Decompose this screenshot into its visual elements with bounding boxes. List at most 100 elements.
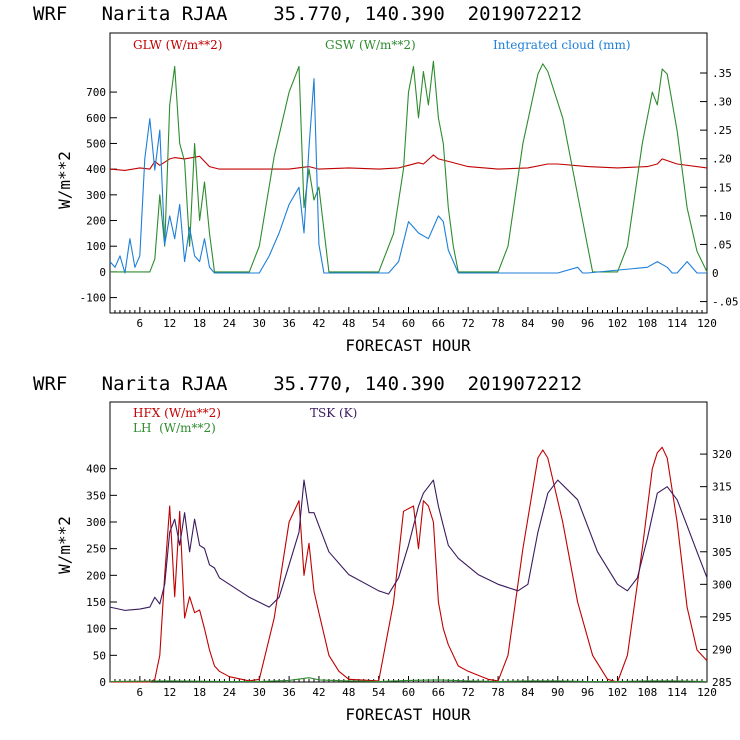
- chart-1-y-right-tick-label: .10: [712, 210, 732, 223]
- chart-1-y-right-tick-label: .25: [712, 124, 732, 137]
- chart-1-x-tick-label: 96: [581, 317, 594, 330]
- chart-1-x-tick-label: 66: [432, 317, 445, 330]
- chart-1-series-gsw-line: [110, 60, 708, 273]
- chart-2-ylabel: W/m**2: [55, 516, 74, 574]
- chart-2-y-left-tick-label: 0: [99, 676, 106, 689]
- chart-1-x-tick-label: 108: [637, 317, 657, 330]
- chart-2-x-tick-label: 42: [312, 686, 325, 699]
- chart-2-y-right-tick-label: 295: [712, 611, 732, 624]
- chart-1-xlabel: FORECAST HOUR: [345, 336, 471, 355]
- chart-1-x-tick-label: 78: [491, 317, 504, 330]
- chart-2-legend-tsk: TSK (K): [310, 406, 357, 420]
- chart-2-x-tick-label: 114: [667, 686, 687, 699]
- chart-2-x-tick-label: 48: [342, 686, 355, 699]
- chart-1-x-tick-label: 60: [402, 317, 415, 330]
- chart-1-x-tick-label: 54: [372, 317, 386, 330]
- chart-1-y-left-tick-label: 600: [86, 112, 106, 125]
- chart-1-y-left-tick-label: 400: [86, 163, 106, 176]
- chart-2-y-right-tick-label: 290: [712, 643, 732, 656]
- chart-1-y-right-tick-label: 0: [712, 267, 719, 280]
- chart-2-xlabel: FORECAST HOUR: [345, 705, 471, 724]
- chart-1-x-tick-label: 12: [163, 317, 176, 330]
- chart-2-y-right-tick-label: 305: [712, 546, 732, 559]
- chart-1-x-tick-label: 102: [608, 317, 628, 330]
- chart-2-x-tick-label: 18: [193, 686, 206, 699]
- chart-2-y-right-tick-label: 315: [712, 481, 732, 494]
- chart-2-ticks: 6 12 18 24 30 36 42 48 54 60 66 72 78 84 90 96 102 108 114…: [86, 448, 732, 699]
- chart-2-x-tick-label: 96: [581, 686, 594, 699]
- chart-1-series: [109, 60, 708, 274]
- chart-2-y-left-tick-label: 150: [86, 596, 106, 609]
- chart-1: WRF Narita RJAA 35.770, 140.390 20190722…: [33, 3, 739, 355]
- chart-2-y-left-tick-label: 250: [86, 543, 106, 556]
- chart-1-y-right-tick-label: .35: [712, 67, 732, 80]
- chart-1-y-right-tick-label: .15: [712, 181, 732, 194]
- chart-2-series-hfx-line: [110, 446, 708, 683]
- chart-1-y-left-tick-label: 200: [86, 215, 106, 228]
- chart-1-legend-gsw: GSW (W/m**2): [325, 38, 416, 52]
- chart-1-y-left-tick-label: 100: [86, 240, 106, 253]
- chart-2-x-tick-label: 60: [402, 686, 415, 699]
- chart-1-x-tick-label: 36: [282, 317, 295, 330]
- chart-1-y-left-tick-label: 500: [86, 137, 106, 150]
- chart-1-title: WRF Narita RJAA 35.770, 140.390 20190722…: [33, 3, 582, 25]
- chart-1-x-tick-label: 120: [697, 317, 717, 330]
- chart-2-x-tick-label: 120: [697, 686, 717, 699]
- chart-2-series-tsk-line: [109, 479, 708, 611]
- chart-2-x-tick-label: 84: [521, 686, 535, 699]
- chart-1-y-left-tick-label: -100: [80, 292, 107, 305]
- chart-1-x-tick-label: 24: [223, 317, 237, 330]
- chart-2-x-tick-label: 54: [372, 686, 386, 699]
- chart-2-x-tick-label: 90: [551, 686, 564, 699]
- chart-1-y-right-tick-label: -.05: [712, 296, 739, 309]
- chart-2-y-left-tick-label: 50: [93, 649, 106, 662]
- chart-2-legend-hfx: HFX (W/m**2): [133, 406, 221, 420]
- chart-2-x-tick-label: 12: [163, 686, 176, 699]
- chart-1-y-right-tick-label: .30: [712, 96, 732, 109]
- chart-1-x-tick-label: 18: [193, 317, 206, 330]
- chart-2-x-tick-label: 72: [462, 686, 475, 699]
- chart-2-y-left-tick-label: 300: [86, 516, 106, 529]
- chart-1-x-tick-label: 84: [521, 317, 535, 330]
- chart-1-x-tick-label: 114: [667, 317, 687, 330]
- chart-1-series-glw-line: [109, 154, 708, 171]
- chart-1-ylabel: W/m**2: [55, 151, 74, 209]
- chart-2-x-tick-label: 66: [432, 686, 445, 699]
- chart-2-x-tick-label: 78: [491, 686, 504, 699]
- chart-2-y-left-tick-label: 100: [86, 623, 106, 636]
- chart-1-y-right-tick-label: .20: [712, 153, 732, 166]
- chart-2-series-lh-line: [109, 677, 708, 683]
- chart-1-x-tick-label: 90: [551, 317, 564, 330]
- chart-2-x-tick-label: 36: [282, 686, 295, 699]
- chart-2-y-left-tick-label: 350: [86, 489, 106, 502]
- chart-2-y-left-tick-label: 200: [86, 569, 106, 582]
- chart-1-ticks: 6 12 18 24 30 36 42 48 54 60 66 72 78 84 90 96 102 108 114…: [80, 67, 739, 330]
- chart-2-y-right-tick-label: 320: [712, 448, 732, 461]
- chart-1-x-tick-label: 72: [462, 317, 475, 330]
- chart-2-x-tick-label: 102: [608, 686, 628, 699]
- chart-1-y-left-tick-label: 0: [99, 266, 106, 279]
- chart-1-legend-cloud: Integrated cloud (mm): [493, 38, 631, 52]
- chart-2-legend-lh: LH (W/m**2): [133, 421, 216, 435]
- chart-2-title: WRF Narita RJAA 35.770, 140.390 20190722…: [33, 373, 582, 395]
- chart-1-y-left-tick-label: 300: [86, 189, 106, 202]
- chart-2-x-tick-label: 24: [223, 686, 237, 699]
- chart-2-x-tick-label: 108: [637, 686, 657, 699]
- chart-2-y-right-tick-label: 300: [712, 578, 732, 591]
- chart-1-x-tick-label: 42: [312, 317, 325, 330]
- chart-2-y-right-tick-label: 310: [712, 513, 732, 526]
- chart-1-x-tick-label: 48: [342, 317, 355, 330]
- chart-2: WRF Narita RJAA 35.770, 140.390 20190722…: [33, 373, 732, 724]
- chart-1-y-left-tick-label: 700: [86, 86, 106, 99]
- chart-1-legend-glw: GLW (W/m**2): [133, 38, 222, 52]
- chart-1-x-tick-label: 6: [137, 317, 144, 330]
- chart-2-series: [109, 446, 708, 683]
- chart-2-y-left-tick-label: 400: [86, 463, 106, 476]
- chart-2-x-tick-label: 30: [253, 686, 266, 699]
- chart-2-x-tick-label: 6: [137, 686, 144, 699]
- chart-1-series-integrated-line: [109, 78, 707, 274]
- chart-1-x-tick-label: 30: [253, 317, 266, 330]
- chart-1-y-right-tick-label: .05: [712, 238, 732, 251]
- chart-2-y-right-tick-label: 285: [712, 676, 732, 689]
